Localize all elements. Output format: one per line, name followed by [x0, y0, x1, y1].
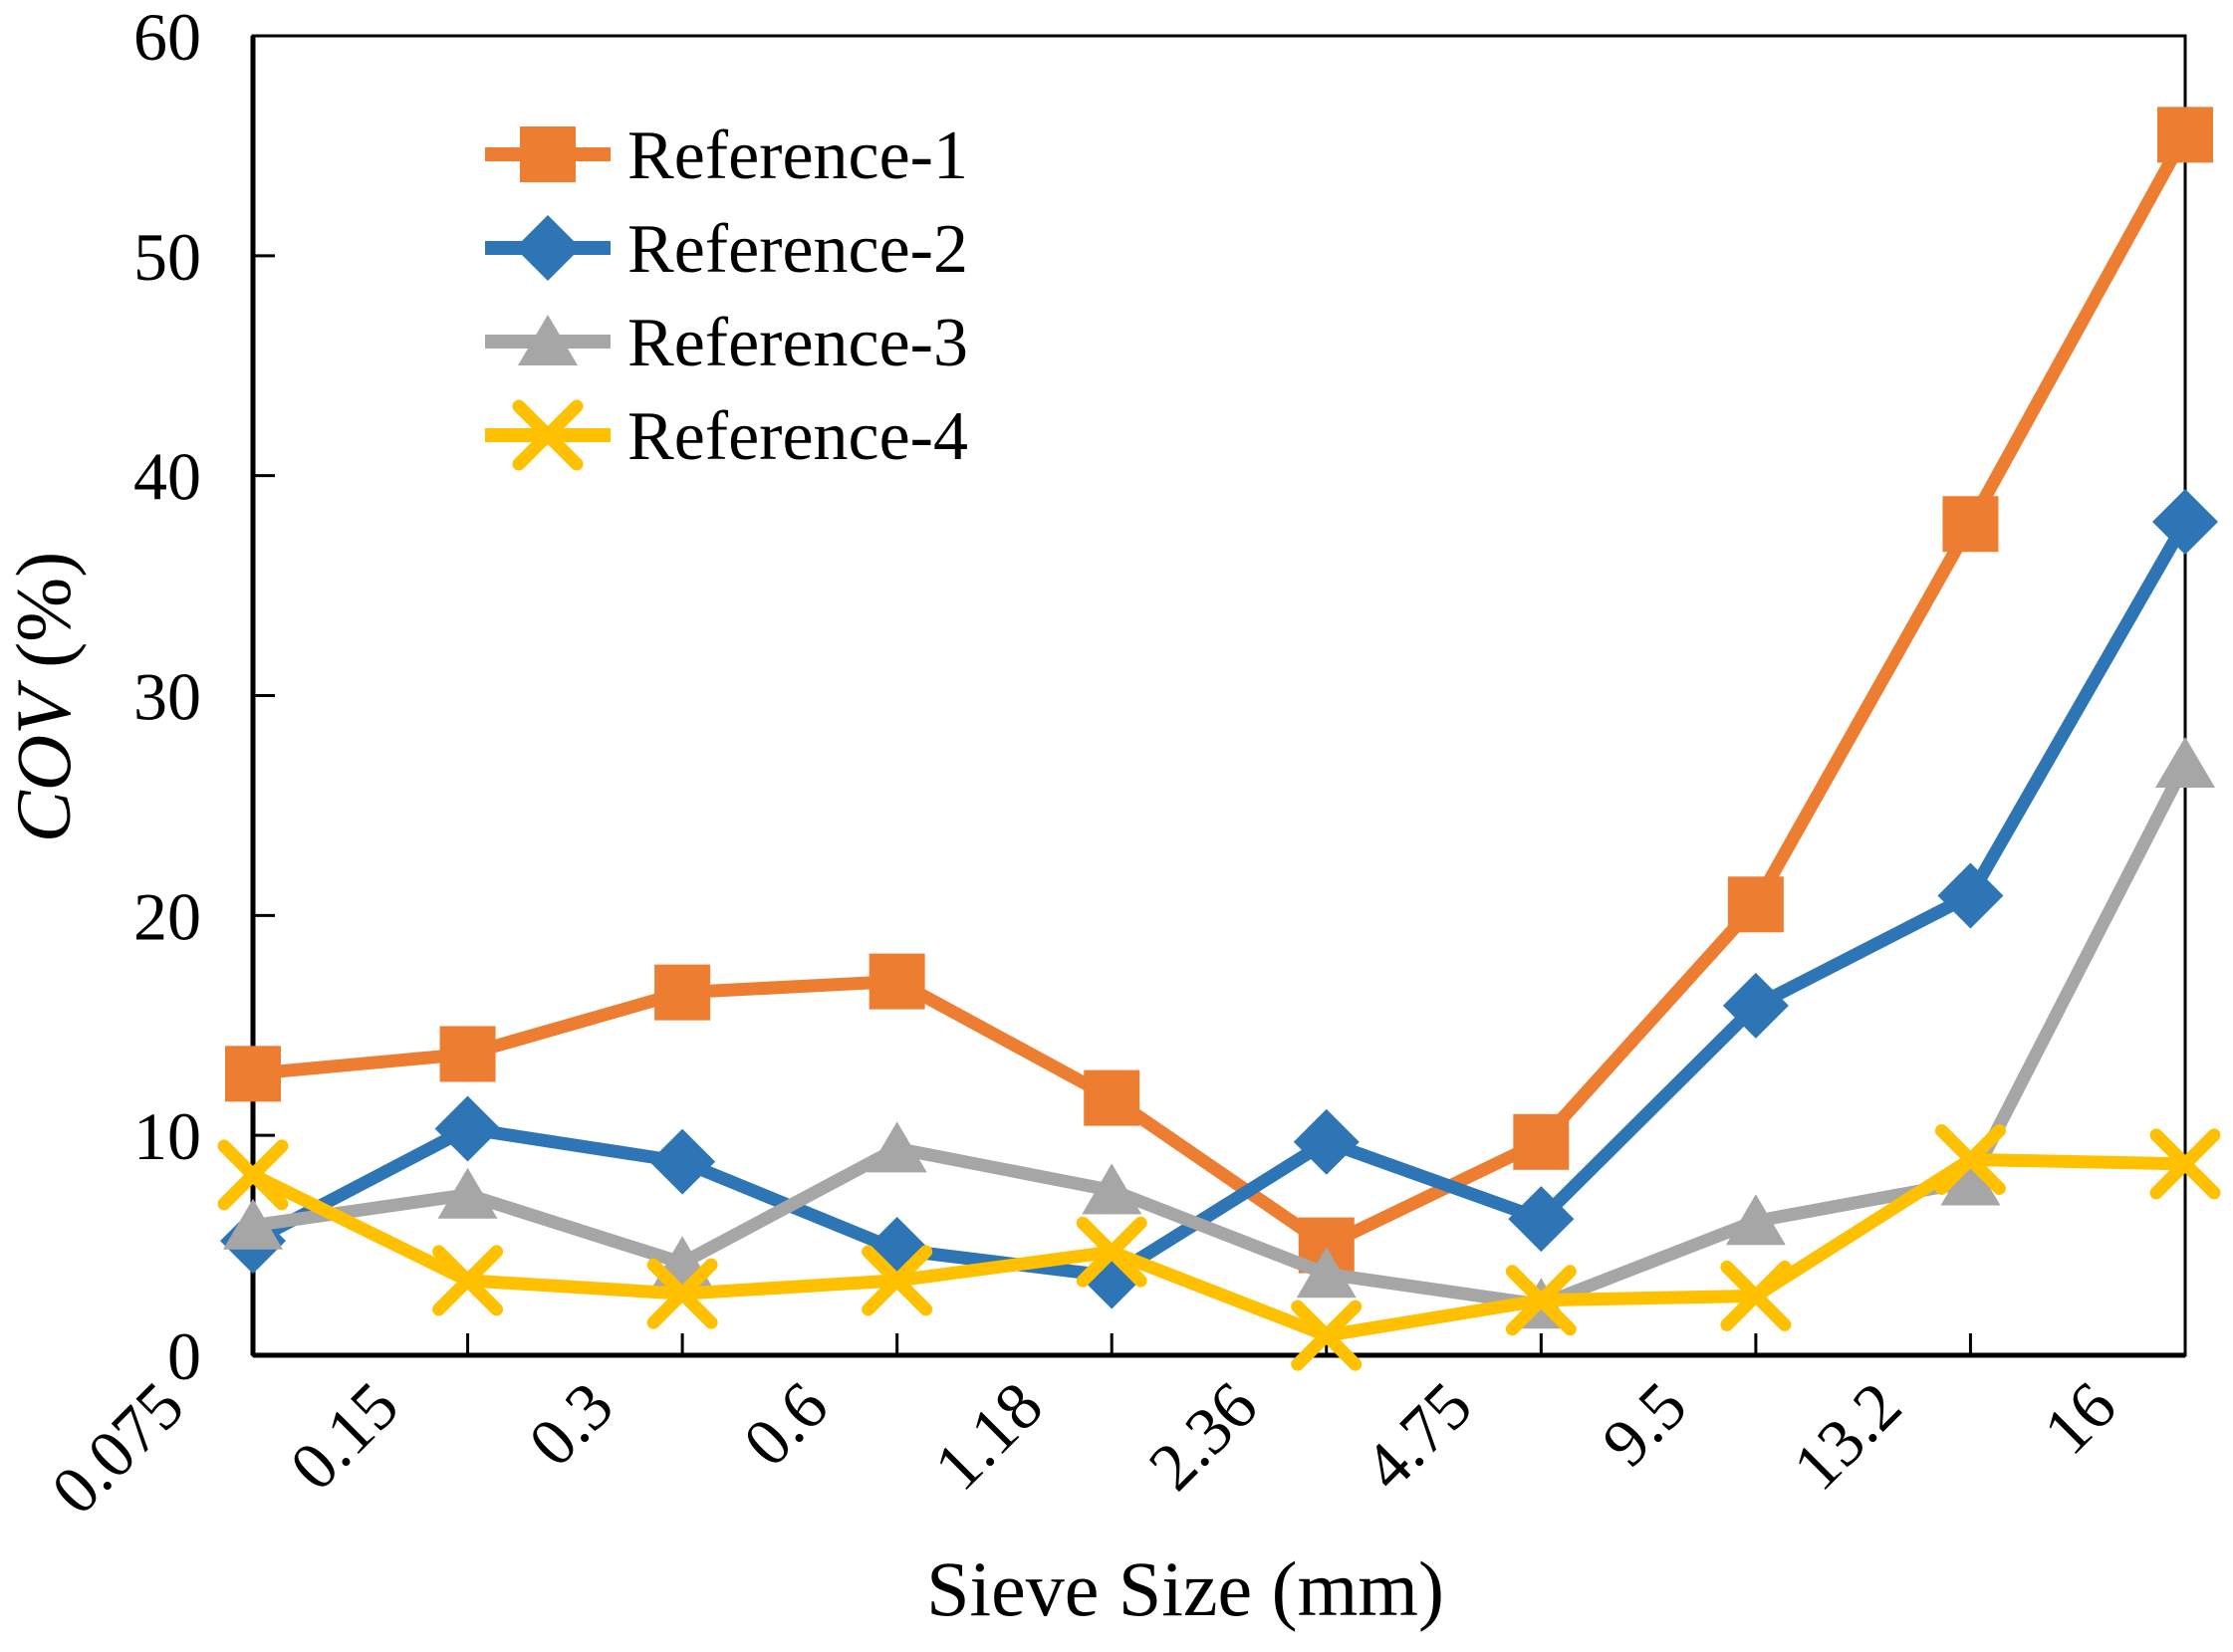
x-marker-icon [2149, 1128, 2221, 1200]
y-tick-label: 10 [133, 1098, 201, 1174]
diamond-marker-icon [1722, 972, 1789, 1039]
x-axis-ticks [251, 1333, 2187, 1355]
square-marker-icon [654, 964, 711, 1021]
diamond-marker-icon [1937, 862, 2004, 929]
x-marker-icon [1720, 1260, 1792, 1331]
series-reference-1 [225, 107, 2213, 1274]
x-tick-label: 13.2 [1778, 1367, 1915, 1505]
x-tick-label: 0.15 [275, 1367, 412, 1505]
triangle-marker-icon [1725, 1194, 1786, 1246]
square-marker-icon [1084, 1069, 1140, 1126]
legend-label: Reference-4 [627, 398, 968, 475]
y-axis-tick-labels: 0 10 20 30 40 50 60 [133, 0, 201, 1394]
x-marker-icon [512, 399, 584, 471]
legend-label: Reference-1 [627, 118, 968, 194]
y-tick-label: 40 [133, 439, 201, 515]
x-tick-label: 16 [2029, 1367, 2130, 1469]
triangle-marker-icon [1296, 1247, 1357, 1298]
y-tick-label: 20 [133, 878, 201, 954]
x-tick-label: 9.5 [1588, 1367, 1701, 1481]
square-marker-icon [520, 126, 576, 182]
triangle-marker-icon [437, 1167, 498, 1219]
x-marker-icon [1076, 1216, 1147, 1288]
legend-item-reference-2: Reference-2 [485, 211, 968, 288]
square-marker-icon [1513, 1113, 1570, 1170]
legend-item-reference-3: Reference-3 [485, 305, 968, 381]
triangle-marker-icon [518, 315, 578, 365]
diamond-marker-icon [515, 215, 581, 281]
square-marker-icon [1727, 876, 1784, 933]
square-marker-icon [439, 1026, 496, 1082]
legend-label: Reference-3 [627, 305, 968, 381]
x-marker-icon [1291, 1299, 1363, 1371]
y-tick-label: 0 [167, 1318, 201, 1394]
legend-label: Reference-2 [627, 211, 968, 288]
y-tick-label: 30 [133, 659, 201, 735]
triangle-marker-icon [2155, 736, 2215, 788]
x-tick-label: 0.3 [514, 1367, 627, 1481]
series-line [250, 1152, 2186, 1342]
y-axis-ticks [253, 34, 275, 1357]
x-marker-icon [862, 1245, 933, 1316]
diamond-marker-icon [1508, 1186, 1575, 1253]
square-marker-icon [225, 1046, 281, 1102]
x-marker-icon [1505, 1265, 1577, 1336]
triangle-marker-icon [1082, 1163, 1142, 1215]
triangle-marker-icon [1940, 1154, 2001, 1206]
triangle-marker-icon [867, 1121, 927, 1173]
diamond-marker-icon [2152, 489, 2218, 556]
series-line [252, 131, 2191, 1254]
x-tick-label: 2.36 [1134, 1367, 1272, 1505]
x-tick-label: 1.18 [919, 1367, 1057, 1505]
x-marker-icon [217, 1139, 289, 1211]
x-marker-icon [646, 1258, 718, 1329]
series-reference-2 [220, 489, 2218, 1309]
x-axis-title: Sieve Size (mm) [926, 1545, 1444, 1632]
x-tick-label: 0.6 [729, 1367, 843, 1481]
square-marker-icon [2157, 107, 2213, 163]
series-reference-4 [217, 1123, 2221, 1371]
legend-item-reference-4: Reference-4 [485, 398, 968, 475]
x-marker-icon [1934, 1123, 2006, 1195]
data-series [217, 107, 2221, 1371]
x-axis-tick-labels: 0.075 0.15 0.3 0.6 1.18 2.36 4.75 9.5 13.2 16 [37, 1367, 2130, 1529]
square-marker-icon [868, 953, 925, 1010]
y-axis-title: COV (%) [0, 552, 87, 842]
y-tick-label: 60 [133, 0, 201, 75]
diamond-marker-icon [1293, 1108, 1360, 1175]
legend: Reference-1 Reference-2 Reference-3 Referen… [485, 118, 968, 475]
diamond-marker-icon [649, 1128, 716, 1195]
legend-item-reference-1: Reference-1 [485, 118, 968, 194]
triangle-marker-icon [223, 1198, 283, 1250]
x-tick-label: 4.75 [1349, 1367, 1486, 1505]
series-line [249, 518, 2191, 1284]
square-marker-icon [1942, 496, 1999, 553]
series-line [252, 760, 2191, 1311]
y-tick-label: 50 [133, 219, 201, 295]
diamond-marker-icon [434, 1095, 501, 1162]
x-marker-icon [432, 1245, 504, 1316]
